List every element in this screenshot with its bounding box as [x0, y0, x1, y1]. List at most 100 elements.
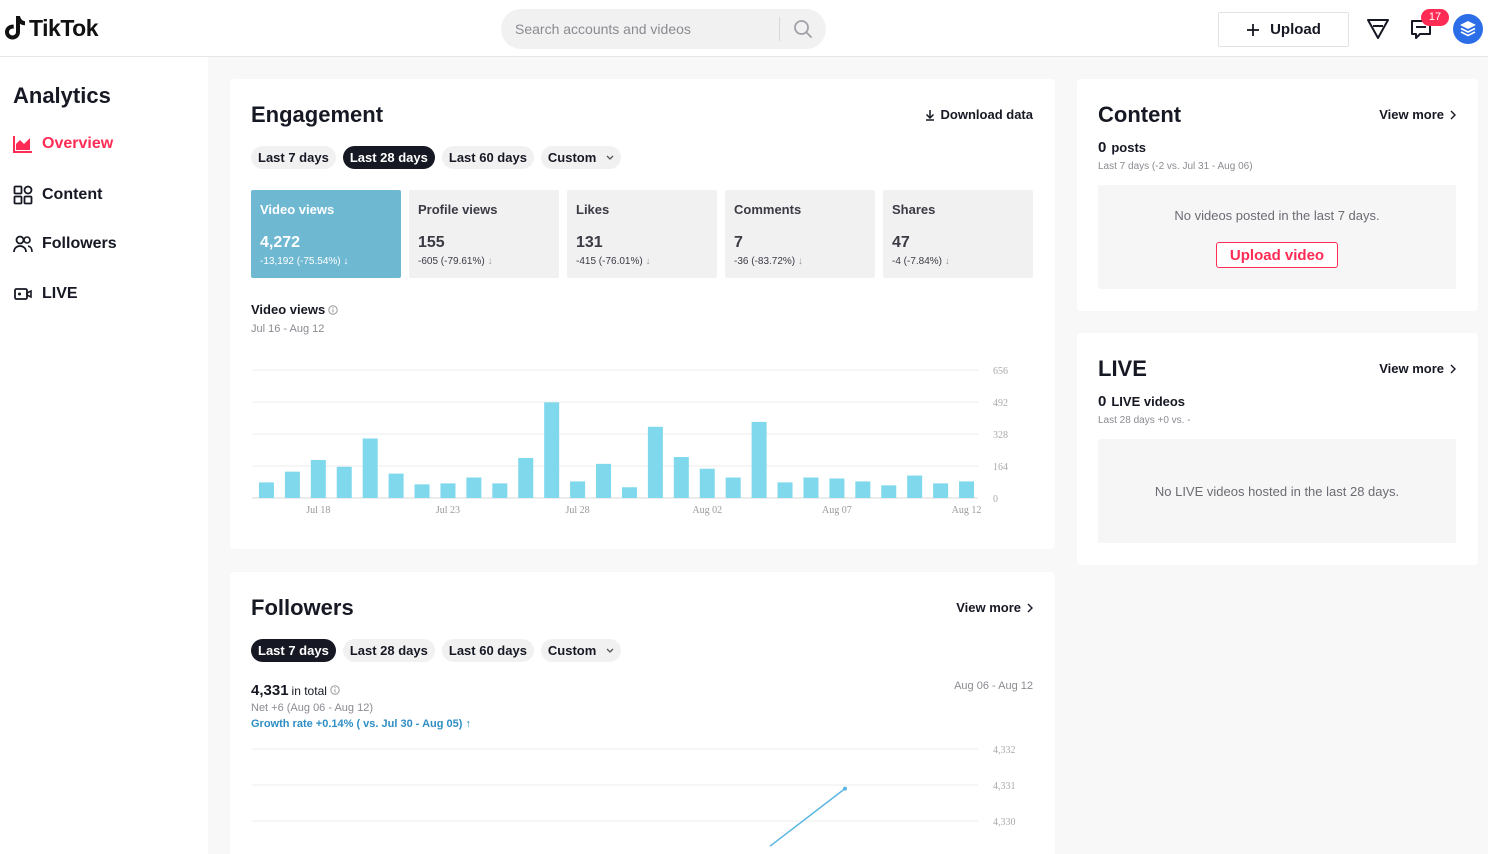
chart-bar [362, 438, 378, 498]
live-empty-state: No LIVE videos hosted in the last 28 day… [1098, 439, 1456, 543]
live-count: 0 LIVE videos [1098, 393, 1185, 410]
chart-bar [310, 459, 326, 498]
live-count-label: LIVE videos [1111, 394, 1186, 409]
sidebar-item-content[interactable]: Content [13, 185, 102, 205]
chart-bar [596, 463, 612, 498]
metric-shares[interactable]: Shares 47 -4 (-7.84%) ↓ [883, 190, 1033, 278]
search-button[interactable] [785, 9, 821, 49]
range-last-28-days[interactable]: Last 28 days [342, 146, 435, 169]
range-last-28-days[interactable]: Last 28 days [342, 639, 435, 662]
tiktok-logo-icon [5, 16, 25, 40]
live-view-more-link[interactable]: View more [1379, 361, 1456, 376]
info-icon[interactable] [328, 304, 338, 315]
followers-date-range: Aug 06 - Aug 12 [954, 680, 1033, 692]
upload-button[interactable]: Upload [1218, 12, 1349, 47]
metric-video-views[interactable]: Video views 4,272 -13,192 (-75.54%) ↓ [251, 190, 401, 278]
y-tick-label: 328 [993, 430, 1008, 441]
grid-icon [13, 185, 33, 205]
chart-bar [959, 481, 975, 498]
range-custom-label: Custom [547, 150, 597, 165]
followers-line [769, 788, 846, 847]
followers-point [843, 786, 847, 791]
metric-label: Likes [576, 202, 610, 217]
download-data-link[interactable]: Download data [925, 107, 1033, 122]
tiktok-logo[interactable]: TikTok [4, 14, 99, 42]
metric-delta: -13,192 (-75.54%) ↓ [260, 256, 348, 267]
chart-bar [621, 487, 637, 498]
followers-total-value: 4,331 [251, 682, 289, 699]
download-icon [925, 109, 934, 121]
chart-bar [699, 468, 715, 498]
followers-growth-rate: Growth rate +0.14% ( vs. Jul 30 - Aug 05… [251, 718, 471, 730]
chart-bar [414, 484, 430, 498]
metric-likes[interactable]: Likes 131 -415 (-76.01%) ↓ [567, 190, 717, 278]
sidebar-title: Analytics [13, 83, 111, 108]
content-card: Content View more 0 posts Last 7 days (-… [1077, 79, 1478, 311]
content-count: 0 posts [1098, 139, 1146, 156]
sidebar-item-followers[interactable]: Followers [13, 235, 117, 253]
y-tick-label: 4,330 [993, 817, 1016, 828]
content-count-value: 0 [1098, 139, 1107, 156]
chevron-right-icon [1450, 110, 1456, 119]
content-subtext: Last 7 days (-2 vs. Jul 31 - Aug 06) [1098, 161, 1253, 172]
metric-profile-views[interactable]: Profile views 155 -605 (-79.61%) ↓ [409, 190, 559, 278]
metric-label: Shares [892, 202, 936, 217]
metric-value: 4,272 [260, 234, 301, 251]
chart-bar [258, 482, 274, 498]
x-tick-label: Aug 07 [822, 505, 852, 516]
chart-bar [284, 471, 300, 498]
metric-label: Profile views [418, 202, 498, 217]
upload-video-button[interactable]: Upload video [1216, 242, 1338, 268]
followers-view-more-link[interactable]: View more [956, 600, 1033, 615]
upload-label: Upload [1270, 21, 1321, 38]
range-custom-dropdown[interactable]: Custom [540, 639, 622, 662]
metric-delta: -36 (-83.72%) ↓ [734, 256, 803, 267]
sidebar-item-overview[interactable]: Overview [13, 135, 113, 153]
metric-delta: -415 (-76.01%) ↓ [576, 256, 650, 267]
y-tick-label: 4,331 [993, 781, 1016, 792]
range-last-60-days[interactable]: Last 60 days [441, 639, 534, 662]
view-more-label: View more [956, 600, 1021, 615]
sidebar-item-label: Content [42, 186, 103, 203]
metric-label: Video views [260, 202, 335, 217]
metric-comments[interactable]: Comments 7 -36 (-83.72%) ↓ [725, 190, 875, 278]
metric-delta: -4 (-7.84%) ↓ [892, 256, 950, 267]
search-icon [794, 20, 812, 38]
content-empty-text: No videos posted in the last 7 days. [1174, 208, 1380, 223]
live-count-value: 0 [1098, 393, 1107, 410]
live-subtext: Last 28 days +0 vs. - [1098, 415, 1191, 426]
content-view-more-link[interactable]: View more [1379, 107, 1456, 122]
avatar[interactable] [1453, 14, 1483, 44]
chart-bar [777, 482, 793, 498]
chart-bar [647, 426, 663, 498]
metric-tiles: Video views 4,272 -13,192 (-75.54%) ↓ Pr… [251, 190, 1033, 278]
sidebar-item-live[interactable]: LIVE [13, 285, 78, 303]
metric-delta-text: -13,192 (-75.54%) [260, 256, 341, 267]
chart-bar [544, 402, 560, 498]
range-last-7-days[interactable]: Last 7 days [251, 639, 336, 662]
y-tick-label: 0 [993, 494, 998, 505]
view-more-label: View more [1379, 107, 1444, 122]
range-last-7-days[interactable]: Last 7 days [251, 146, 336, 169]
engagement-card: Engagement Download data Last 7 days Las… [230, 79, 1055, 549]
chart-bar [751, 421, 767, 498]
chevron-down-icon [606, 155, 614, 160]
followers-card: Followers View more Last 7 days Last 28 … [230, 572, 1055, 854]
info-icon[interactable] [330, 685, 340, 695]
range-last-60-days[interactable]: Last 60 days [441, 146, 534, 169]
chart-bar [388, 473, 404, 498]
chart-bar [570, 481, 586, 498]
growth-rate-text: Growth rate +0.14% ( vs. Jul 30 - Aug 05… [251, 718, 463, 730]
send-icon[interactable] [1366, 18, 1390, 40]
chart-icon [13, 136, 32, 153]
range-custom-dropdown[interactable]: Custom [540, 146, 622, 169]
chart-bar [933, 483, 949, 498]
plus-icon [1247, 23, 1260, 36]
y-tick-label: 164 [993, 462, 1008, 473]
arrow-down-icon: ↓ [944, 256, 950, 267]
y-tick-label: 4,332 [993, 745, 1016, 756]
top-header: TikTok Upload 17 [0, 0, 1488, 57]
download-label: Download data [940, 107, 1033, 122]
search-input[interactable] [515, 9, 765, 49]
followers-chart: 4,330 4,331 4,332 [252, 745, 1016, 847]
